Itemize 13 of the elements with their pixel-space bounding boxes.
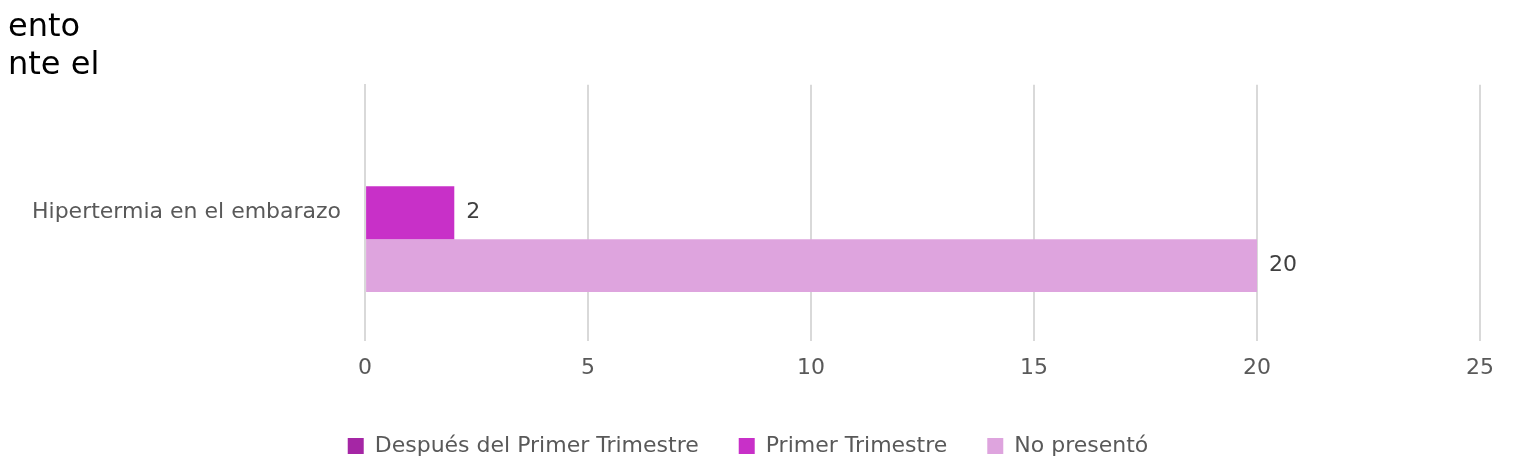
x-tick-label: 20 bbox=[1243, 353, 1272, 379]
legend-label: No presentó bbox=[1014, 431, 1149, 457]
x-tick-label: 15 bbox=[1020, 353, 1049, 379]
x-tick-label: 0 bbox=[358, 353, 373, 379]
y-tick-label: Hipertermia en el embarazo bbox=[31, 198, 342, 224]
x-tick-label: 5 bbox=[581, 353, 596, 379]
data-label: 20 bbox=[1269, 251, 1298, 277]
x-tick-label: 25 bbox=[1466, 353, 1494, 379]
legend-label: Después del Primer Trimestre bbox=[374, 431, 699, 457]
data-label: 2 bbox=[466, 198, 481, 224]
text: ento nte el bbox=[8, 5, 100, 82]
legend-label: Primer Trimestre bbox=[765, 431, 948, 457]
x-tick-label: 10 bbox=[797, 353, 826, 379]
